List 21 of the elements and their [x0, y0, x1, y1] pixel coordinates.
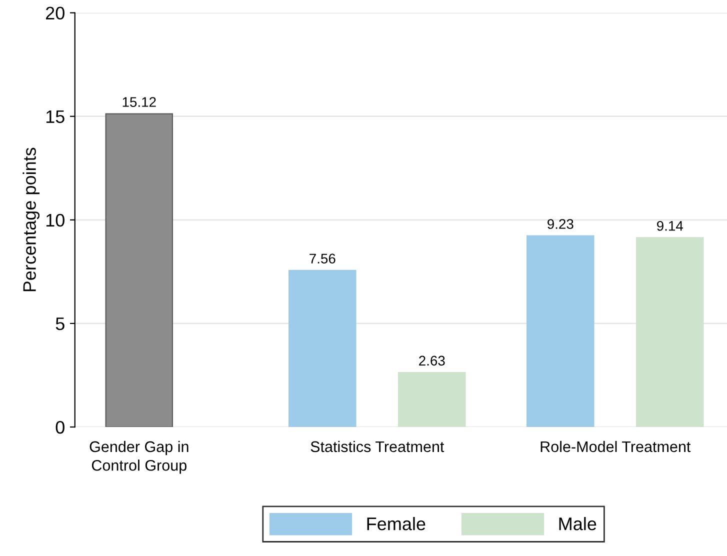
- legend-label: Female: [367, 517, 426, 530]
- y-tick-label: 15: [46, 110, 64, 124]
- bar: [398, 372, 466, 428]
- bar: [526, 235, 594, 428]
- x-tick-label: Gender Gap in Control Group: [90, 440, 188, 474]
- data-label: 9.23: [548, 219, 574, 229]
- bar: [288, 270, 356, 428]
- data-label: 15.12: [122, 97, 156, 107]
- bar: [636, 237, 704, 428]
- bar: [105, 113, 174, 428]
- x-tick-label: Statistics Treatment: [310, 440, 444, 452]
- data-label: 9.14: [657, 220, 683, 231]
- y-axis-title: Percentage points: [22, 148, 40, 292]
- data-label: 7.56: [310, 254, 336, 264]
- y-tick-label: 0: [56, 420, 64, 434]
- y-tick-label: 20: [46, 6, 64, 20]
- legend-label: Male: [559, 517, 596, 530]
- y-tick-label: 10: [46, 214, 64, 227]
- x-tick-label: Role-Model Treatment: [540, 440, 691, 452]
- data-label: 2.63: [419, 356, 445, 366]
- y-tick-label: 5: [56, 318, 64, 330]
